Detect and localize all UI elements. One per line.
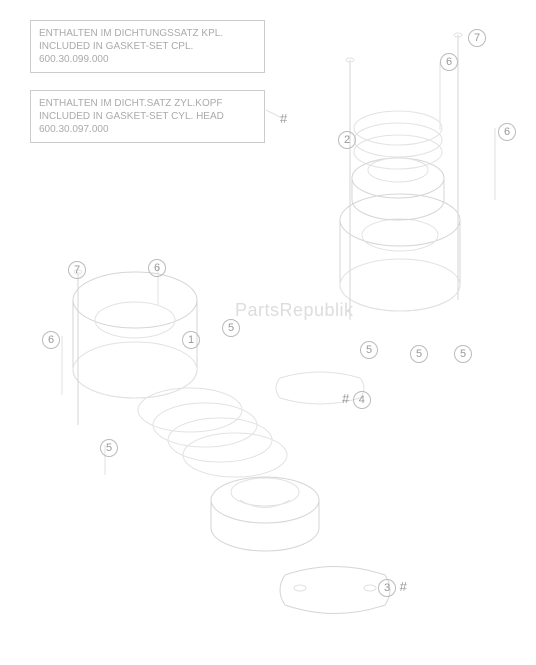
note1-line1: ENTHALTEN IM DICHTUNGSSATZ KPL.	[39, 27, 256, 40]
note1-line2: INCLUDED IN GASKET-SET CPL.	[39, 40, 256, 53]
note-box-gasket-head: ENTHALTEN IM DICHT.SATZ ZYL.KOPF INCLUDE…	[30, 90, 265, 143]
note-box-gasket-cpl: ENTHALTEN IM DICHTUNGSSATZ KPL. INCLUDED…	[30, 20, 265, 73]
note2-line1: ENTHALTEN IM DICHT.SATZ ZYL.KOPF	[39, 97, 256, 110]
piston-rear	[352, 158, 444, 220]
callout-c4: # 4	[342, 390, 371, 409]
callout-c1: 1	[182, 330, 200, 349]
exploded-diagram: ENTHALTEN IM DICHTUNGSSATZ KPL. INCLUDED…	[0, 0, 536, 665]
callout-c5b: 5	[360, 340, 378, 359]
callout-c6a: 6	[440, 52, 458, 71]
note1-line3: 600.30.099.000	[39, 53, 256, 66]
callout-c6b: 6	[498, 122, 516, 141]
cylinder-front	[73, 272, 197, 398]
cylinder-rear	[340, 194, 460, 311]
callout-c6c: 6	[148, 258, 166, 277]
piston-front	[211, 477, 319, 551]
callout-c6d: 6	[42, 330, 60, 349]
callout-c7a: 7	[468, 28, 486, 47]
callout-c5e: 5	[100, 438, 118, 457]
callout-c5c: 5	[410, 344, 428, 363]
note2-line3: 600.30.097.000	[39, 123, 256, 136]
note2-line2: INCLUDED IN GASKET-SET CYL. HEAD	[39, 110, 256, 123]
callout-c2: 2	[338, 130, 356, 149]
gasket-lower	[280, 567, 390, 614]
callout-c7b: 7	[68, 260, 86, 279]
rings-front	[138, 388, 287, 477]
callout-c5d: 5	[454, 344, 472, 363]
callout-cHash: #	[280, 110, 287, 126]
callout-c5a: 5	[222, 318, 240, 337]
rings-rear	[354, 111, 442, 169]
callout-c3: 3 #	[378, 578, 407, 597]
